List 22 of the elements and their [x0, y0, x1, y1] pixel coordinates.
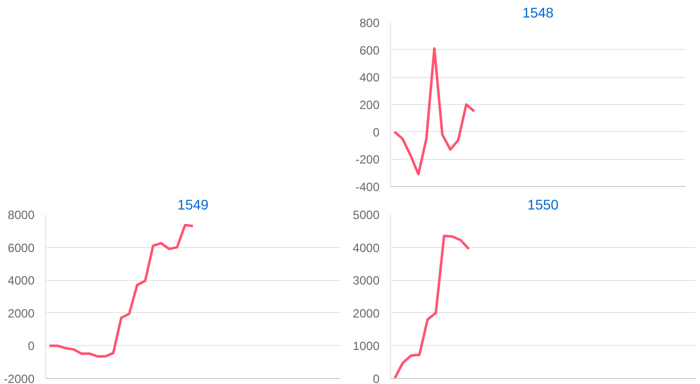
chart-title: 1549 [177, 196, 209, 212]
y-tick-label: -400 [355, 180, 380, 194]
y-tick-label: 0 [372, 125, 380, 140]
y-tick-label: 0 [28, 339, 35, 354]
y-tick-label: 200 [359, 98, 380, 112]
chart-title: 1548 [522, 4, 554, 20]
y-tick-label: 2000 [352, 306, 380, 320]
y-tick-label: 800 [359, 16, 380, 30]
y-tick-label: 2000 [8, 306, 35, 320]
y-tick-label: 4000 [352, 240, 380, 255]
y-tick-label: -2000 [4, 372, 35, 384]
y-tick-label: 1000 [352, 339, 380, 354]
y-tick-label: 400 [359, 70, 380, 85]
y-tick-label: 0 [372, 372, 380, 384]
y-tick-label: 3000 [352, 274, 380, 288]
y-tick-label: 6000 [8, 240, 35, 255]
y-tick-label: 5000 [352, 208, 380, 222]
y-tick-label: 4000 [8, 274, 35, 288]
chart-title: 1550 [527, 196, 559, 212]
y-tick-label: 600 [359, 43, 380, 58]
y-tick-label: 8000 [8, 208, 35, 222]
y-tick-label: -200 [355, 152, 380, 167]
